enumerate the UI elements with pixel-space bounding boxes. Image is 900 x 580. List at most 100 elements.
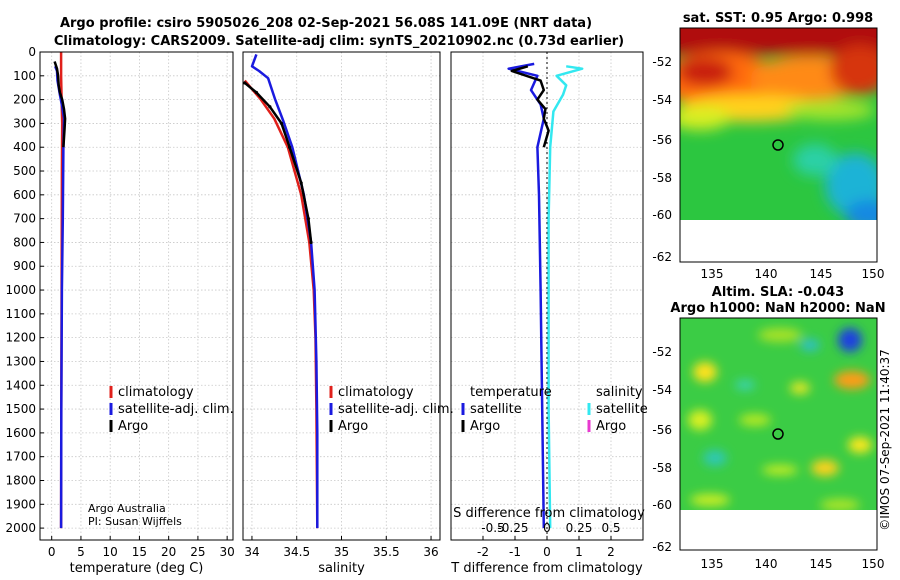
sla-no-data <box>680 510 877 550</box>
sst-map: sat. SST: 0.95 Argo: 0.998 <box>679 11 878 263</box>
map-y-tick-label: -62 <box>652 540 672 554</box>
series-line-climatology <box>243 79 319 529</box>
temperature-panel: 0 5 10 15 20 25 30 temperature (deg C) 0 100 200 30… <box>5 45 234 576</box>
map-x-tick-label: 135 <box>701 267 724 281</box>
legend-title-salinity: salinity <box>596 385 643 400</box>
x-tick-label: 2 <box>607 545 615 559</box>
legend-title-temperature: temperature <box>470 385 552 400</box>
x-axis-label: T difference from climatology <box>450 561 643 576</box>
x-tick-label: -2 <box>477 545 489 559</box>
s-diff-tick-label: 0 <box>543 521 551 535</box>
legend-label-satellite-adj: satellite-adj. clim. <box>118 402 234 417</box>
y-tick-label: 1200 <box>5 331 36 345</box>
s-diff-tick-label: -0.5 <box>481 521 504 535</box>
y-tick-label: 0 <box>28 45 36 59</box>
s-diff-tick-label: 0.5 <box>601 521 620 535</box>
map-tick-labels: -52 -54 -56 -58 -60 -62 135 140 145 150 -52 -54 -56 -… <box>652 55 884 571</box>
legend-label-argo: Argo <box>338 419 368 434</box>
map-y-tick-label: -56 <box>652 133 672 147</box>
x-tick-label: 15 <box>132 545 147 559</box>
legend-label-climatology: climatology <box>338 385 414 400</box>
argo-point <box>254 90 259 95</box>
sst-field <box>680 28 877 220</box>
map-y-tick-label: -56 <box>652 423 672 437</box>
y-tick-label: 100 <box>13 69 36 83</box>
title-line1: Argo profile: csiro 5905026_208 02-Sep-2… <box>60 16 592 31</box>
map-y-tick-label: -60 <box>652 498 672 512</box>
sla-map-title1: Altim. SLA: -0.043 <box>712 285 844 300</box>
x-tick-label: 34 <box>244 545 259 559</box>
x-axis-label: temperature (deg C) <box>70 561 204 576</box>
map-y-tick-label: -54 <box>652 383 672 397</box>
map-y-tick-label: -62 <box>652 250 672 264</box>
sst-no-data <box>680 220 877 262</box>
map-y-tick-label: -52 <box>652 345 672 359</box>
y-tick-label: 800 <box>13 235 36 249</box>
y-tick-label: 400 <box>13 140 36 154</box>
y-tick-label: 1400 <box>5 378 36 392</box>
y-tick-label: 200 <box>13 93 36 107</box>
y-tick-label: 1600 <box>5 426 36 440</box>
sla-field <box>680 318 877 510</box>
x-tick-label: 10 <box>103 545 118 559</box>
sla-map: Altim. SLA: -0.043 Argo h1000: NaN h2000… <box>670 285 886 551</box>
difference-panel: -2 -1 0 1 2 T difference from climatology -0.5… <box>450 51 644 576</box>
legend-label-t-argo: Argo <box>470 419 500 434</box>
x-tick-label: 0 <box>48 545 56 559</box>
x-tick-label: -1 <box>509 545 521 559</box>
series-line-temperature-argo <box>510 65 550 148</box>
argo-point <box>268 105 272 109</box>
x-tick-label: 1 <box>575 545 583 559</box>
argo-point <box>309 240 313 245</box>
legend-label-s-satellite: satellite <box>596 402 648 417</box>
map-x-tick-label: 140 <box>755 267 778 281</box>
temperature-legend: climatology satellite-adj. clim. Argo <box>109 385 234 434</box>
series-line-salinity-satellite <box>547 65 584 529</box>
map-x-tick-label: 145 <box>810 267 833 281</box>
argo-point <box>287 145 292 149</box>
legend-label-climatology: climatology <box>118 385 194 400</box>
s-diff-tick-label: 0.25 <box>566 521 593 535</box>
y-tick-label: 500 <box>13 164 36 178</box>
map-y-tick-label: -54 <box>652 93 672 107</box>
annotation-pi: PI: Susan Wijffels <box>88 515 182 528</box>
s-diff-tick-label: -0.25 <box>497 521 528 535</box>
series-line-argo <box>53 61 67 148</box>
y-tick-label: 1800 <box>5 473 36 487</box>
legend-label-argo: Argo <box>118 419 148 434</box>
x-tick-label: 34.5 <box>283 545 310 559</box>
argo-point <box>299 181 303 185</box>
x-tick-label: 20 <box>161 545 176 559</box>
map-y-tick-label: -52 <box>652 55 672 69</box>
argo-point <box>279 121 284 126</box>
sst-axes-box <box>679 27 878 263</box>
difference-legend: temperature satellite Argo salinity sate… <box>461 385 648 434</box>
legend-label-satellite-adj: satellite-adj. clim. <box>338 402 454 417</box>
sla-axes-box <box>679 317 878 551</box>
map-x-tick-label: 140 <box>755 557 778 571</box>
sst-argo-location-marker <box>772 139 784 151</box>
x-tick-label: 5 <box>77 545 85 559</box>
salinity-legend: climatology satellite-adj. clim. Argo <box>329 385 454 434</box>
y-tick-label: 700 <box>13 212 36 226</box>
x-tick-label: 35 <box>334 545 349 559</box>
map-y-tick-label: -60 <box>652 208 672 222</box>
map-x-tick-label: 135 <box>701 557 724 571</box>
y-tick-label: 1100 <box>5 307 36 321</box>
x-tick-label: 25 <box>190 545 205 559</box>
legend-label-s-argo: Argo <box>596 419 626 434</box>
sla-map-title2: Argo h1000: NaN h2000: NaN <box>670 301 885 316</box>
y-tick-label: 2000 <box>5 521 36 535</box>
sst-map-title: sat. SST: 0.95 Argo: 0.998 <box>683 11 873 26</box>
s-diff-axis-label: S difference from climatology <box>453 506 645 521</box>
annotation-argo-australia: Argo Australia <box>88 502 166 515</box>
series-line-satellite-adj-clim- <box>250 53 319 529</box>
map-y-tick-label: -58 <box>652 461 672 475</box>
x-tick-label: 35.5 <box>373 545 400 559</box>
series-line-argo <box>244 81 313 243</box>
map-x-tick-label: 150 <box>862 267 885 281</box>
y-tick-label: 1300 <box>5 354 36 368</box>
map-x-tick-label: 150 <box>862 557 885 571</box>
y-tick-label: 600 <box>13 188 36 202</box>
